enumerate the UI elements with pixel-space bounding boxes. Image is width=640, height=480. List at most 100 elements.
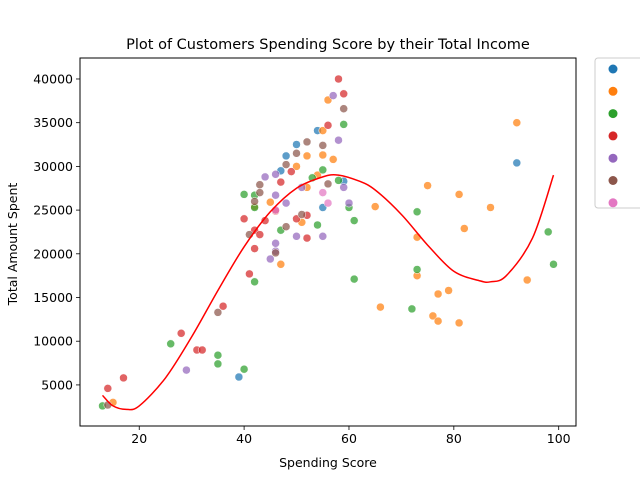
data-point-s3-18 (323, 121, 333, 130)
data-point-s1-21 (444, 286, 453, 295)
data-point-s4-2 (266, 254, 275, 264)
y-tick-label: 40000 (33, 71, 73, 86)
data-point-s4-10 (318, 232, 328, 241)
data-point-s2-2 (213, 359, 223, 369)
data-point-s4-5 (271, 190, 280, 200)
data-point-s3-10 (255, 230, 265, 239)
data-point-s1-12 (328, 155, 338, 164)
data-point-s1-13 (370, 202, 380, 211)
data-point-s5-4 (255, 188, 265, 197)
axis-ticks: 20 40 60 80 100 5000 10000 15000 20000 25000 30000… (33, 71, 570, 446)
data-point-s3-2 (176, 329, 186, 338)
data-point-s2-20 (412, 207, 422, 217)
x-tick-label: 100 (547, 431, 571, 446)
data-point-s6-2 (323, 198, 333, 208)
data-point-s3-4 (197, 345, 207, 355)
data-point-s5-10 (297, 210, 307, 219)
data-point-s2-21 (543, 227, 553, 237)
y-tick-label: 35000 (33, 115, 73, 130)
plot-frame (79, 57, 577, 427)
data-point-s0-7 (512, 158, 522, 168)
data-point-s2-17 (349, 216, 359, 225)
chart-title: Plot of Customers Spending Score by thei… (126, 37, 530, 53)
y-tick-label: 25000 (33, 203, 73, 218)
data-point-s3-8 (250, 244, 259, 253)
data-point-s2-1 (166, 339, 175, 349)
data-point-s1-14 (376, 302, 385, 312)
data-point-s5-9 (292, 149, 301, 158)
data-point-s4-4 (271, 239, 280, 248)
legend (608, 64, 618, 208)
data-point-s4-11 (328, 91, 338, 100)
y-tick-label: 30000 (33, 159, 73, 174)
x-axis-label: Spending Score (279, 455, 377, 470)
data-point-s1-19 (433, 316, 443, 326)
legend-marker-1 (608, 86, 618, 96)
y-tick-label: 20000 (33, 246, 73, 261)
data-point-s3-13 (276, 177, 286, 187)
data-point-s3-16 (302, 233, 312, 243)
data-point-s5-1 (213, 308, 223, 317)
data-point-s5-14 (339, 104, 348, 113)
data-point-s6-1 (318, 188, 328, 197)
data-point-s1-2 (266, 197, 275, 207)
data-point-s2-22 (549, 260, 558, 269)
data-point-s2-12 (318, 165, 328, 175)
data-point-s3-6 (239, 214, 249, 224)
data-point-s2-18 (407, 304, 417, 314)
data-point-s4-12 (334, 135, 343, 145)
data-point-s3-1 (119, 373, 128, 383)
data-point-s1-20 (433, 289, 443, 299)
data-point-s3-19 (334, 74, 343, 84)
data-point-s5-5 (255, 180, 265, 189)
data-point-s2-4 (239, 364, 249, 374)
data-point-s1-4 (292, 162, 301, 171)
data-point-s5-6 (271, 248, 280, 258)
legend-marker-5 (608, 176, 618, 185)
data-point-s3-7 (245, 269, 254, 279)
data-point-s2-3 (213, 350, 223, 360)
data-point-s4-8 (292, 232, 301, 241)
data-point-s1-24 (460, 224, 469, 233)
data-point-s0-0 (234, 372, 244, 382)
data-point-s5-3 (250, 197, 259, 206)
fit-line (101, 174, 555, 411)
data-point-s3-20 (339, 89, 348, 99)
data-point-s1-10 (318, 126, 328, 135)
data-point-s2-6 (250, 277, 259, 287)
data-point-s4-7 (281, 198, 291, 208)
data-point-s0-2 (281, 151, 291, 161)
data-point-s2-14 (339, 120, 348, 129)
data-point-s1-3 (276, 260, 286, 269)
data-point-s2-13 (334, 176, 343, 185)
legend-box (594, 57, 640, 209)
x-tick-label: 20 (131, 431, 147, 446)
data-point-s1-27 (522, 275, 532, 285)
data-point-s2-19 (412, 265, 422, 274)
data-point-s2-16 (349, 274, 359, 284)
data-point-s5-8 (281, 160, 291, 169)
data-point-s3-14 (287, 167, 296, 176)
data-point-s2-11 (313, 220, 322, 230)
data-point-s3-0 (103, 384, 113, 393)
data-point-s0-3 (292, 140, 301, 149)
legend-marker-2 (608, 109, 618, 119)
data-point-s5-13 (323, 179, 333, 189)
data-point-s5-11 (302, 137, 312, 147)
legend-marker-6 (608, 198, 618, 208)
x-tick-label: 40 (236, 431, 252, 446)
legend-marker-0 (608, 64, 618, 74)
data-point-s4-14 (344, 198, 354, 208)
y-tick-label: 15000 (33, 290, 73, 305)
data-point-s1-23 (454, 190, 464, 199)
data-point-s4-0 (182, 365, 191, 375)
data-point-s5-7 (281, 222, 291, 231)
legend-marker-3 (608, 131, 618, 141)
y-axis-label: Total Amount Spent (5, 183, 20, 307)
data-point-s1-25 (486, 203, 495, 212)
data-point-s1-7 (302, 151, 312, 161)
data-point-s1-17 (423, 181, 432, 190)
data-point-s2-5 (239, 190, 249, 199)
